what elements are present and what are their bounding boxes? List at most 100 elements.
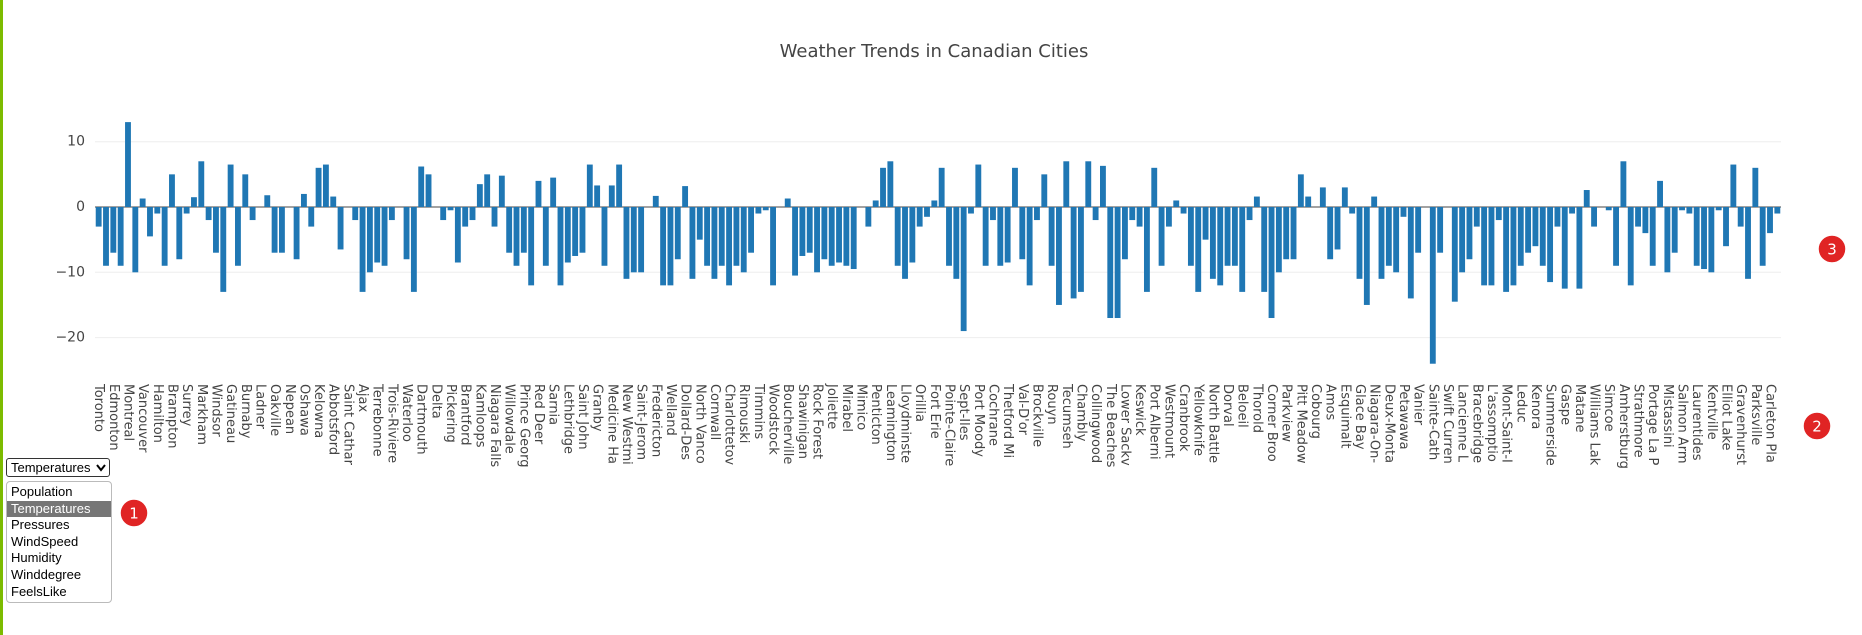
- bar: [953, 207, 960, 279]
- x-tick-label: Brampton: [164, 384, 179, 448]
- bar: [997, 207, 1004, 266]
- x-tick-label: Williams Lak: [1587, 384, 1602, 466]
- x-tick-label: Chambly: [1073, 384, 1088, 442]
- bar: [931, 200, 938, 207]
- bar: [322, 164, 329, 207]
- bar: [696, 207, 703, 240]
- bar: [542, 207, 549, 266]
- y-tick-label: 10: [67, 134, 85, 150]
- x-tick-label: Surrey: [179, 384, 194, 427]
- bar: [630, 207, 637, 273]
- x-tick-label: Port Alberni: [1147, 384, 1162, 460]
- bar: [616, 164, 623, 207]
- bar: [916, 207, 923, 227]
- x-tick-label: Toronto: [91, 383, 106, 432]
- bar: [1363, 207, 1370, 305]
- x-tick-label: Amos: [1323, 384, 1338, 421]
- x-tick-label: Delta: [428, 384, 443, 419]
- x-tick-label: Parkview: [1279, 384, 1294, 442]
- bar: [454, 207, 461, 263]
- bar: [909, 207, 916, 263]
- bar: [1151, 167, 1158, 207]
- x-tick-label: Port Moody: [971, 384, 986, 457]
- x-tick-label: Deux-Monta: [1381, 384, 1396, 463]
- option[interactable]: FeelsLike: [11, 583, 67, 599]
- marker-circle: [119, 498, 149, 528]
- dropdown[interactable]: Temperatures: [6, 458, 110, 477]
- bar: [1429, 207, 1436, 364]
- bar: [594, 185, 601, 207]
- bar: [1048, 207, 1055, 266]
- bar: [1019, 207, 1026, 260]
- option[interactable]: Temperatures: [7, 500, 111, 518]
- bar: [1063, 161, 1070, 207]
- x-tick-label: Strathmore: [1631, 384, 1646, 458]
- bar: [1635, 207, 1641, 227]
- bar: [315, 167, 322, 207]
- bar: [1752, 167, 1759, 207]
- x-tick-label: Cochrane: [985, 384, 1000, 446]
- bar: [242, 174, 249, 207]
- bar: [755, 207, 762, 214]
- dropdown-arrow: [96, 464, 106, 472]
- bar: [623, 207, 630, 279]
- bar: [359, 207, 366, 292]
- bar: [1517, 207, 1524, 266]
- x-tick-label: Sarnia: [546, 384, 561, 425]
- bar: [1583, 190, 1590, 207]
- x-tick-label: Niagara Falls: [487, 384, 502, 467]
- bar: [601, 207, 608, 266]
- bar: [425, 174, 432, 207]
- x-tick-label: Kelowna: [311, 384, 326, 438]
- bar: [975, 164, 982, 207]
- x-tick-label: Oshawa: [296, 384, 311, 436]
- option[interactable]: Winddegree: [11, 566, 82, 582]
- x-tick-label: Tecumseh: [1059, 383, 1074, 449]
- x-tick-label: Gaspe: [1557, 384, 1572, 425]
- x-tick-label: Kentville: [1704, 384, 1719, 440]
- bar: [1605, 207, 1612, 211]
- option[interactable]: Population: [11, 484, 73, 499]
- bar: [1290, 207, 1297, 260]
- bar: [938, 167, 945, 207]
- x-tick-label: Lancienne L: [1455, 384, 1470, 463]
- option[interactable]: Humidity: [11, 550, 62, 566]
- marker-circle: [1817, 234, 1847, 264]
- bar: [608, 185, 615, 207]
- bar: [960, 207, 967, 332]
- bar: [1319, 187, 1326, 207]
- x-tick-label: Petawawa: [1396, 384, 1411, 450]
- option[interactable]: Pressures: [11, 517, 70, 533]
- bar: [1613, 207, 1619, 266]
- bar: [674, 207, 681, 260]
- bar: [1195, 207, 1202, 292]
- bar: [946, 207, 952, 266]
- x-tick-label: Dollard-Des: [678, 384, 693, 460]
- x-tick-label: North Battle: [1205, 384, 1220, 463]
- x-tick-label: Trois-Riviere: [384, 383, 399, 463]
- x-tick-label: Westmount: [1161, 384, 1176, 458]
- marker-circle: [1802, 411, 1832, 441]
- bar: [784, 198, 791, 207]
- bar: [1466, 207, 1473, 260]
- bar: [139, 198, 146, 207]
- bar: [1774, 207, 1781, 214]
- bar: [462, 207, 469, 227]
- option[interactable]: WindSpeed: [11, 533, 79, 549]
- bar: [836, 207, 842, 263]
- bar: [1239, 207, 1246, 292]
- bar: [147, 207, 153, 237]
- x-tick-label: Vanier: [1411, 384, 1426, 426]
- bar: [1693, 207, 1700, 266]
- x-tick-label: Dorval: [1220, 384, 1235, 427]
- bar: [1217, 207, 1224, 286]
- x-tick-label: Mirabel: [839, 384, 854, 432]
- bar: [1657, 180, 1663, 207]
- bar: [1261, 207, 1268, 292]
- bar: [198, 161, 205, 207]
- bar: [1481, 207, 1488, 286]
- bar: [799, 207, 806, 256]
- x-tick-label: Portage La P: [1645, 384, 1660, 465]
- x-tick-label: Willowdale: [502, 384, 517, 454]
- bar: [1525, 207, 1532, 253]
